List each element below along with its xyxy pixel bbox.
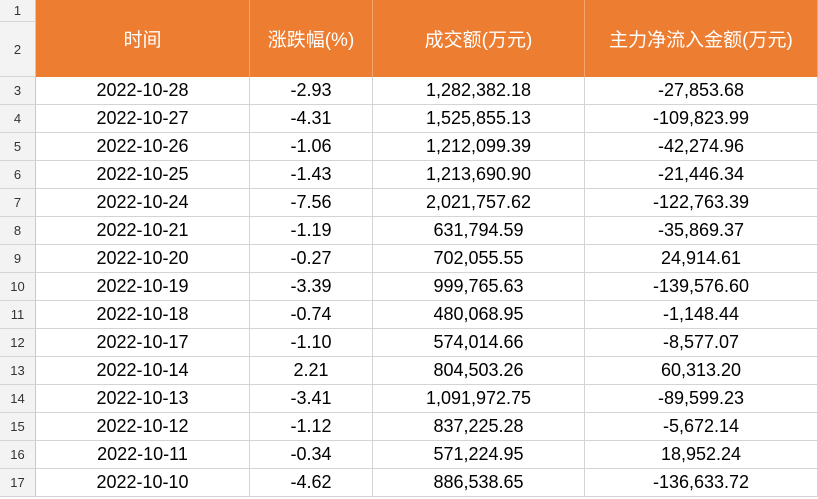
cell[interactable]: 2022-10-28 — [36, 77, 250, 105]
cell[interactable]: -3.41 — [250, 385, 373, 413]
cell[interactable]: -27,853.68 — [585, 77, 818, 105]
cell[interactable]: 2.21 — [250, 357, 373, 385]
cell[interactable]: 2022-10-25 — [36, 161, 250, 189]
cell[interactable]: 2022-10-24 — [36, 189, 250, 217]
cell[interactable]: 18,952.24 — [585, 441, 818, 469]
cell[interactable]: -1.43 — [250, 161, 373, 189]
cell[interactable]: 571,224.95 — [373, 441, 585, 469]
cell[interactable]: -0.74 — [250, 301, 373, 329]
cell[interactable]: -7.56 — [250, 189, 373, 217]
row-number[interactable]: 16 — [0, 441, 36, 469]
cell[interactable]: 1,212,099.39 — [373, 133, 585, 161]
cell[interactable]: -1.12 — [250, 413, 373, 441]
cell[interactable]: 2022-10-26 — [36, 133, 250, 161]
cell[interactable]: 2022-10-18 — [36, 301, 250, 329]
cell[interactable]: -0.34 — [250, 441, 373, 469]
cell[interactable]: 2022-10-10 — [36, 469, 250, 497]
cell[interactable]: 804,503.26 — [373, 357, 585, 385]
cell[interactable]: 60,313.20 — [585, 357, 818, 385]
cell[interactable]: -42,274.96 — [585, 133, 818, 161]
cell[interactable]: 2022-10-21 — [36, 217, 250, 245]
cell[interactable]: 2022-10-17 — [36, 329, 250, 357]
row-number[interactable]: 6 — [0, 161, 36, 189]
cell[interactable]: 1,091,972.75 — [373, 385, 585, 413]
cell[interactable]: -2.93 — [250, 77, 373, 105]
cell[interactable]: -4.62 — [250, 469, 373, 497]
cell[interactable]: 2022-10-11 — [36, 441, 250, 469]
cell[interactable]: -35,869.37 — [585, 217, 818, 245]
row-number[interactable]: 1 — [0, 0, 36, 22]
cell[interactable]: 574,014.66 — [373, 329, 585, 357]
cell[interactable]: -1,148.44 — [585, 301, 818, 329]
cell[interactable]: 837,225.28 — [373, 413, 585, 441]
row-number[interactable]: 13 — [0, 357, 36, 385]
cell[interactable]: 1,525,855.13 — [373, 105, 585, 133]
cell[interactable]: 480,068.95 — [373, 301, 585, 329]
cell[interactable]: -122,763.39 — [585, 189, 818, 217]
cell[interactable]: -3.39 — [250, 273, 373, 301]
cell[interactable]: 2022-10-19 — [36, 273, 250, 301]
row-number[interactable]: 10 — [0, 273, 36, 301]
cell[interactable]: -109,823.99 — [585, 105, 818, 133]
cell[interactable]: 2022-10-14 — [36, 357, 250, 385]
cell[interactable]: 24,914.61 — [585, 245, 818, 273]
cell[interactable]: -21,446.34 — [585, 161, 818, 189]
row-number[interactable]: 5 — [0, 133, 36, 161]
row-number[interactable]: 12 — [0, 329, 36, 357]
header-cell[interactable]: 成交额(万元) — [373, 0, 585, 77]
header-cell[interactable]: 主力净流入金额(万元) — [585, 0, 818, 77]
cell[interactable]: -5,672.14 — [585, 413, 818, 441]
header-cell[interactable]: 涨跌幅(%) — [250, 0, 373, 77]
cell[interactable]: -1.19 — [250, 217, 373, 245]
cell[interactable]: 886,538.65 — [373, 469, 585, 497]
cell[interactable]: 999,765.63 — [373, 273, 585, 301]
row-number[interactable]: 15 — [0, 413, 36, 441]
row-number[interactable]: 2 — [0, 22, 36, 77]
cell[interactable]: -0.27 — [250, 245, 373, 273]
cell[interactable]: 2022-10-27 — [36, 105, 250, 133]
cell[interactable]: 2022-10-13 — [36, 385, 250, 413]
cell[interactable]: -89,599.23 — [585, 385, 818, 413]
row-number[interactable]: 4 — [0, 105, 36, 133]
cell[interactable]: -8,577.07 — [585, 329, 818, 357]
cell[interactable]: 2,021,757.62 — [373, 189, 585, 217]
cell[interactable]: -1.10 — [250, 329, 373, 357]
cell[interactable]: -136,633.72 — [585, 469, 818, 497]
header-cell[interactable]: 时间 — [36, 0, 250, 77]
row-number[interactable]: 8 — [0, 217, 36, 245]
cell[interactable]: 631,794.59 — [373, 217, 585, 245]
row-number[interactable]: 7 — [0, 189, 36, 217]
row-number[interactable]: 14 — [0, 385, 36, 413]
cell[interactable]: 2022-10-12 — [36, 413, 250, 441]
cell[interactable]: 1,213,690.90 — [373, 161, 585, 189]
cell[interactable]: 2022-10-20 — [36, 245, 250, 273]
cell[interactable]: -1.06 — [250, 133, 373, 161]
cell[interactable]: -4.31 — [250, 105, 373, 133]
row-number[interactable]: 11 — [0, 301, 36, 329]
cell[interactable]: 1,282,382.18 — [373, 77, 585, 105]
row-number[interactable]: 17 — [0, 469, 36, 497]
cell[interactable]: -139,576.60 — [585, 273, 818, 301]
row-number[interactable]: 9 — [0, 245, 36, 273]
cell[interactable]: 702,055.55 — [373, 245, 585, 273]
row-number[interactable]: 3 — [0, 77, 36, 105]
